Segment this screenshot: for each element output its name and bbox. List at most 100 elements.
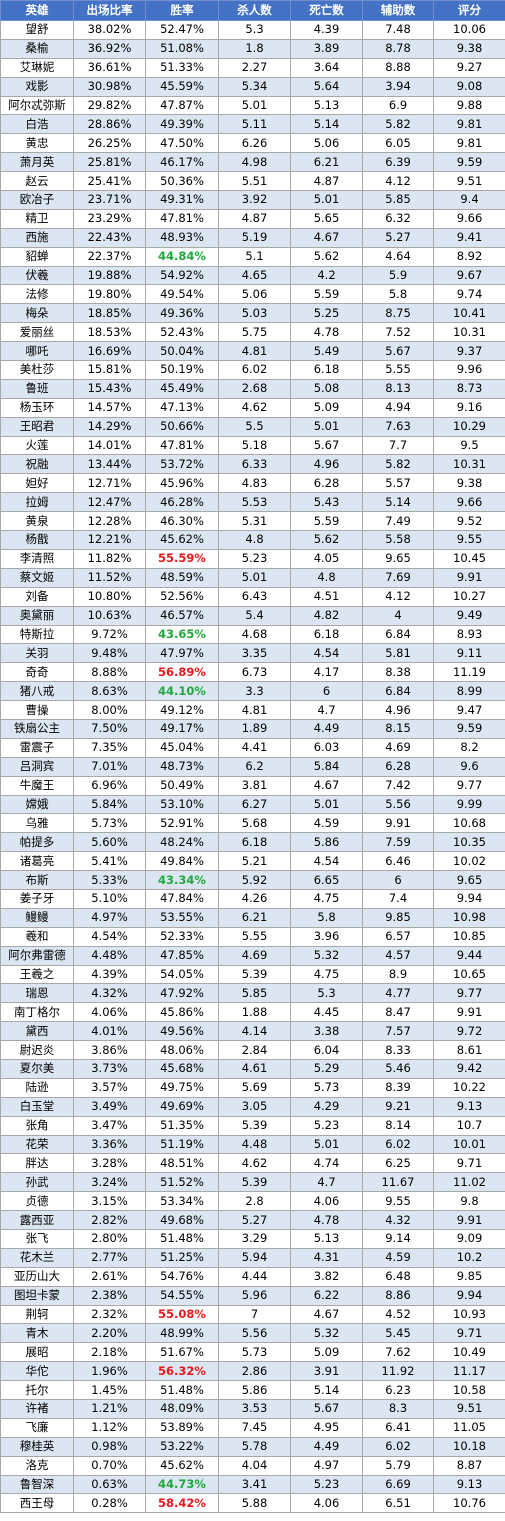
table-row: 嫦娥 5.84% 53.10% 6.27 5.01 5.56 9.99 [0, 794, 505, 815]
table-row: 张飞 2.80% 51.48% 3.29 5.13 9.14 9.09 [0, 1229, 505, 1249]
kills-cell: 5.18 [218, 435, 291, 456]
kills-cell: 6.02 [218, 360, 291, 380]
assists-cell: 8.9 [362, 964, 434, 985]
score-cell: 10.02 [433, 851, 505, 872]
win-rate-cell: 45.96% [145, 473, 219, 494]
assists-cell: 6.9 [362, 95, 434, 116]
pick-rate-cell: 36.92% [73, 38, 146, 59]
hero-name-cell: 贞德 [0, 1191, 74, 1212]
win-rate-cell: 52.33% [145, 926, 219, 947]
deaths-cell: 3.38 [290, 1021, 363, 1042]
kills-cell: 5.92 [218, 870, 291, 890]
pick-rate-cell: 5.84% [73, 794, 146, 815]
score-cell: 8.2 [433, 737, 505, 758]
table-row: 爱丽丝 18.53% 52.43% 5.75 4.78 7.52 10.31 [0, 322, 505, 343]
win-rate-cell: 48.09% [145, 1399, 219, 1419]
kills-cell: 6.43 [218, 586, 291, 607]
kills-cell: 6.33 [218, 454, 291, 475]
pick-rate-cell: 3.86% [73, 1040, 146, 1060]
win-rate-cell: 53.72% [145, 454, 219, 475]
pick-rate-cell: 15.43% [73, 378, 146, 399]
assists-cell: 7.59 [362, 832, 434, 853]
deaths-cell: 4.49 [290, 718, 363, 739]
assists-cell: 5.58 [362, 530, 434, 550]
assists-cell: 5.27 [362, 227, 434, 248]
table-row: 萧月英 25.81% 46.17% 4.98 6.21 6.39 9.59 [0, 152, 505, 173]
score-cell: 9.65 [433, 870, 505, 890]
win-rate-cell: 45.86% [145, 1002, 219, 1023]
pick-rate-cell: 3.28% [73, 1153, 146, 1174]
table-row: 托尔 1.45% 51.48% 5.86 5.14 6.23 10.58 [0, 1380, 505, 1401]
assists-cell: 5.82 [362, 114, 434, 135]
pick-rate-cell: 25.41% [73, 171, 146, 192]
hero-name-cell: 戏影 [0, 76, 74, 97]
kills-cell: 4.14 [218, 1021, 291, 1042]
kills-cell: 5.56 [218, 1323, 291, 1344]
pick-rate-cell: 4.48% [73, 945, 146, 966]
win-rate-cell: 53.10% [145, 794, 219, 815]
win-rate-cell: 50.04% [145, 341, 219, 362]
pick-rate-cell: 5.73% [73, 813, 146, 834]
hero-name-cell: 张飞 [0, 1229, 74, 1249]
kills-cell: 5.01 [218, 567, 291, 588]
table-row: 妲好 12.71% 45.96% 4.83 6.28 5.57 9.38 [0, 473, 505, 494]
assists-cell: 6.51 [362, 1493, 434, 1514]
kills-cell: 6.26 [218, 133, 291, 154]
pick-rate-cell: 19.88% [73, 265, 146, 286]
pick-rate-cell: 2.38% [73, 1285, 146, 1306]
score-cell: 9.59 [433, 718, 505, 739]
pick-rate-cell: 1.12% [73, 1417, 146, 1438]
table-row: 艾琳妮 36.61% 51.33% 2.27 3.64 8.88 9.27 [0, 57, 505, 78]
hero-name-cell: 许褚 [0, 1399, 74, 1419]
score-cell: 10.85 [433, 926, 505, 947]
deaths-cell: 5.65 [290, 208, 363, 229]
pick-rate-cell: 8.63% [73, 681, 146, 702]
pick-rate-cell: 2.61% [73, 1266, 146, 1287]
score-cell: 9.16 [433, 397, 505, 418]
kills-cell: 5.01 [218, 95, 291, 116]
score-cell: 9.77 [433, 983, 505, 1004]
kills-cell: 2.84 [218, 1040, 291, 1060]
table-row: 欧冶子 23.71% 49.31% 3.92 5.01 5.85 9.4 [0, 190, 505, 210]
col-header-pick-rate: 出场比率 [73, 0, 146, 21]
assists-cell: 5.85 [362, 190, 434, 210]
header-row: 英雄 出场比率 胜率 杀人数 死亡数 辅助数 评分 [0, 0, 505, 21]
pick-rate-cell: 9.72% [73, 624, 146, 645]
table-row: 杨玉环 14.57% 47.13% 4.62 5.09 4.94 9.16 [0, 397, 505, 418]
hero-name-cell: 花木兰 [0, 1247, 74, 1268]
assists-cell: 8.88 [362, 57, 434, 78]
score-cell: 11.17 [433, 1361, 505, 1382]
table-row: 奥黛丽 10.63% 46.57% 5.4 4.82 4 9.49 [0, 605, 505, 626]
hero-name-cell: 拉姆 [0, 492, 74, 513]
kills-cell: 5.11 [218, 114, 291, 135]
pick-rate-cell: 11.52% [73, 567, 146, 588]
table-row: 杨戬 12.21% 45.62% 4.8 5.62 5.58 9.55 [0, 530, 505, 550]
assists-cell: 6.46 [362, 851, 434, 872]
kills-cell: 5.39 [218, 1172, 291, 1193]
hero-name-cell: 艾琳妮 [0, 57, 74, 78]
deaths-cell: 4.7 [290, 700, 363, 720]
win-rate-cell: 49.39% [145, 114, 219, 135]
kills-cell: 4.65 [218, 265, 291, 286]
assists-cell: 7.69 [362, 567, 434, 588]
hero-name-cell: 猪八戒 [0, 681, 74, 702]
win-rate-cell: 48.73% [145, 756, 219, 777]
deaths-cell: 4.97 [290, 1455, 363, 1476]
assists-cell: 8.14 [362, 1115, 434, 1136]
pick-rate-cell: 3.47% [73, 1115, 146, 1136]
kills-cell: 5.85 [218, 983, 291, 1004]
win-rate-cell: 51.48% [145, 1380, 219, 1401]
assists-cell: 4.77 [362, 983, 434, 1004]
kills-cell: 2.86 [218, 1361, 291, 1382]
score-cell: 10.49 [433, 1342, 505, 1363]
assists-cell: 5.82 [362, 454, 434, 475]
table-row: 帕提多 5.60% 48.24% 6.18 5.86 7.59 10.35 [0, 832, 505, 853]
deaths-cell: 3.82 [290, 1266, 363, 1287]
hero-name-cell: 白玉堂 [0, 1096, 74, 1117]
kills-cell: 5.78 [218, 1436, 291, 1457]
kills-cell: 7 [218, 1304, 291, 1325]
table-row: 姜子牙 5.10% 47.84% 4.26 4.75 7.4 9.94 [0, 888, 505, 909]
win-rate-cell: 49.12% [145, 700, 219, 720]
score-cell: 9.72 [433, 1021, 505, 1042]
hero-name-cell: 祝融 [0, 454, 74, 475]
